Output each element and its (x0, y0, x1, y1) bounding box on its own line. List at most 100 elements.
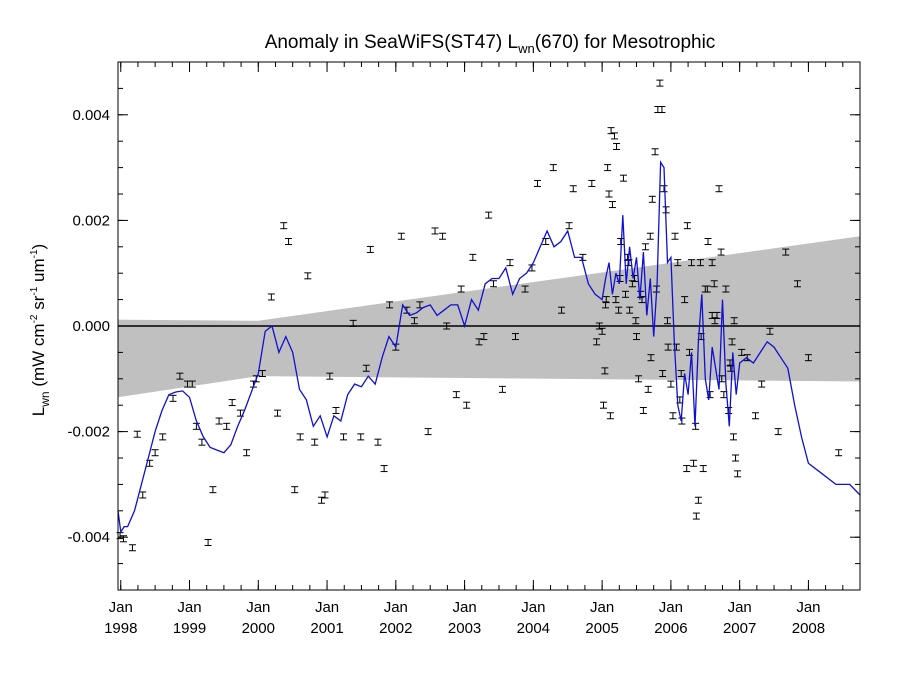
y-axis-label-units: (mW cm (29, 323, 48, 391)
data-point (651, 148, 659, 156)
data-point (267, 293, 275, 301)
data-point (357, 433, 365, 441)
confidence-band-layer (118, 236, 860, 398)
data-point (688, 259, 696, 267)
x-tick-month-label: Jan (177, 599, 201, 616)
data-point (699, 465, 707, 473)
data-point (622, 290, 630, 298)
x-tick-year-label: 2004 (517, 620, 550, 637)
x-tick-year-label: 1998 (104, 620, 137, 637)
data-point (374, 438, 382, 446)
data-point (663, 317, 671, 325)
error-bar-points (116, 79, 843, 552)
x-tick-year-label: 2008 (792, 620, 825, 637)
x-tick-year-label: 2006 (654, 620, 687, 637)
data-point (431, 227, 439, 235)
data-point (690, 459, 698, 467)
data-point (159, 433, 167, 441)
data-point (291, 486, 299, 494)
data-point (729, 433, 737, 441)
data-point (667, 380, 675, 388)
data-point (475, 338, 483, 346)
data-point (192, 422, 200, 430)
data-point (734, 470, 742, 478)
data-point (274, 409, 282, 417)
data-point (511, 333, 519, 341)
data-point (639, 406, 647, 414)
data-point (593, 338, 601, 346)
x-tick-year-label: 1999 (173, 620, 206, 637)
data-point (349, 319, 357, 327)
data-point (604, 164, 612, 172)
x-tick-year-label: 2005 (585, 620, 618, 637)
data-point (669, 412, 677, 420)
x-tick-month-label: Jan (315, 599, 339, 616)
data-point (366, 245, 374, 253)
y-axis-label: Lwn (mW cm-2 sr-1 um-1) (29, 244, 52, 416)
data-point (605, 190, 613, 198)
data-point (521, 285, 529, 293)
data-point (304, 272, 312, 280)
data-point (443, 322, 451, 330)
data-point (626, 306, 634, 314)
data-point (588, 179, 596, 187)
data-point (485, 211, 493, 219)
data-point (558, 306, 566, 314)
data-point (489, 280, 497, 288)
data-point (215, 417, 223, 425)
x-tick-month-label: Jan (521, 599, 545, 616)
data-point (599, 401, 607, 409)
chart-title: Anomaly in SeaWiFS(ST47) Lwn(670) for Me… (265, 32, 716, 56)
data-point (321, 491, 329, 499)
data-point (611, 132, 619, 140)
data-point (660, 185, 668, 193)
data-point (188, 380, 196, 388)
y-axis-label-close: ) (29, 244, 48, 250)
data-point (380, 465, 388, 473)
y-tick-label: 0.000 (72, 318, 110, 335)
data-point (751, 412, 759, 420)
data-point (606, 412, 614, 420)
data-point (656, 79, 664, 87)
data-point (635, 375, 643, 383)
data-point (598, 327, 606, 335)
data-point (632, 317, 640, 325)
smoothed-line-layer (117, 160, 861, 534)
y-axis-label-mid: sr (29, 295, 48, 314)
data-point (296, 433, 304, 441)
y-axis-label-exp2: -1 (29, 286, 40, 295)
data-point (658, 106, 666, 114)
x-tick-year-label: 2002 (379, 620, 412, 637)
data-point (128, 544, 136, 552)
data-point (683, 465, 691, 473)
data-point (659, 370, 667, 378)
data-point (708, 259, 716, 267)
data-point (439, 232, 447, 240)
data-point (457, 285, 465, 293)
chart-title-main: Anomaly in SeaWiFS(ST47) L (265, 32, 518, 53)
chart-title-sub: wn (517, 41, 535, 56)
data-point (386, 301, 394, 309)
y-axis-label-exp3: -1 (29, 249, 40, 258)
x-tick-year-label: 2003 (448, 620, 481, 637)
data-point (533, 179, 541, 187)
data-point (677, 370, 685, 378)
data-point (452, 391, 460, 399)
y-tick-label: 0.002 (72, 212, 110, 229)
data-point (176, 372, 184, 380)
chart-title-tail: (670) for Mesotrophic (535, 32, 716, 53)
data-point (704, 238, 712, 246)
data-point (602, 301, 610, 309)
data-point (569, 185, 577, 193)
data-point (469, 253, 477, 261)
data-point (619, 174, 627, 182)
data-point (617, 238, 625, 246)
data-point (835, 449, 843, 457)
data-point (683, 222, 691, 230)
data-point (480, 333, 488, 341)
data-point (732, 454, 740, 462)
data-point (613, 142, 621, 150)
data-point (169, 394, 177, 402)
data-point (311, 438, 319, 446)
